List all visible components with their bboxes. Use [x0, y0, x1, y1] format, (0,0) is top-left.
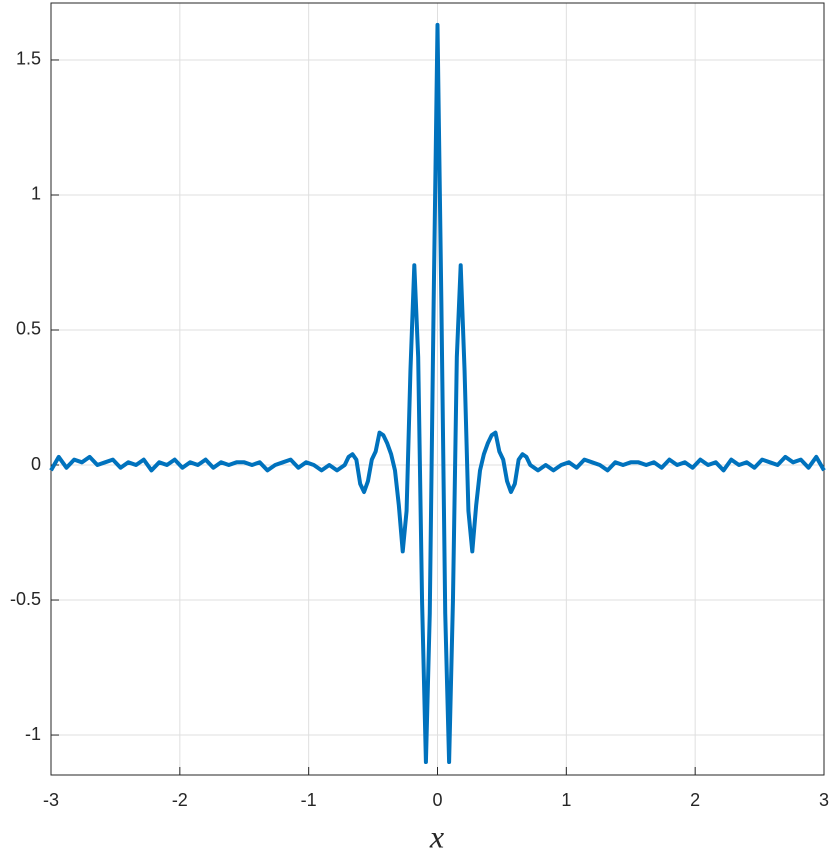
plot-frame — [50, 2, 825, 776]
y-tick-label: 1 — [31, 184, 41, 204]
x-tick-label: 0 — [432, 790, 442, 810]
x-tick-label: -3 — [43, 790, 59, 810]
y-tick-label: -1 — [25, 724, 41, 744]
y-tick-label: -0.5 — [10, 589, 41, 609]
y-tick-label: 0 — [31, 454, 41, 474]
data-line — [49, 22, 826, 765]
x-axis-label: x — [429, 818, 444, 853]
x-tick-label: 2 — [690, 790, 700, 810]
x-tick-label: 1 — [561, 790, 571, 810]
y-tick-label: 0.5 — [16, 319, 41, 339]
x-tick-label: -1 — [301, 790, 317, 810]
x-tick-label: -2 — [172, 790, 188, 810]
y-tick-label: 1.5 — [16, 49, 41, 69]
x-tick-label: 3 — [819, 790, 829, 810]
